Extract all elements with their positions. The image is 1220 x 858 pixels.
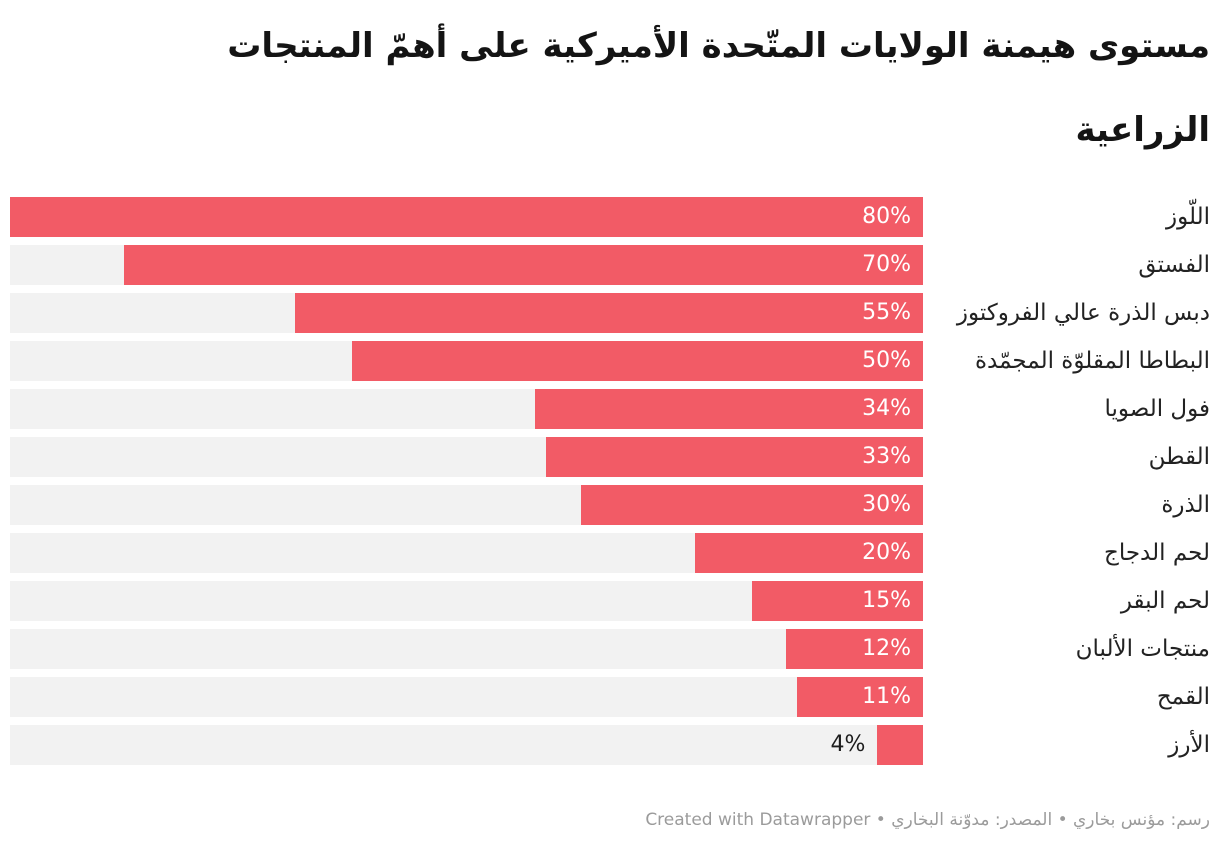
bar bbox=[546, 437, 923, 477]
category-label: الفستق bbox=[1138, 252, 1210, 278]
bar bbox=[352, 341, 923, 381]
value-label: 50% bbox=[862, 348, 911, 373]
bar-track: 70% bbox=[10, 245, 923, 285]
category-label: القطن bbox=[1148, 444, 1210, 470]
bar-track: 34% bbox=[10, 389, 923, 429]
bar bbox=[694, 533, 923, 573]
category-label: اللّوز bbox=[1165, 204, 1210, 230]
bar-row: لحم الدجاج 20% bbox=[10, 533, 1210, 573]
chart-title: مستوى هيمنة الولايات المتّحدة الأميركية … bbox=[10, 4, 1210, 172]
value-label: 34% bbox=[862, 396, 911, 421]
category-label: منتجات الألبان bbox=[1075, 636, 1210, 662]
bar-row: القطن 33% bbox=[10, 437, 1210, 477]
bar-track: 50% bbox=[10, 341, 923, 381]
bar-track: 20% bbox=[10, 533, 923, 573]
category-label: البطاطا المقلوّة المجمّدة bbox=[975, 348, 1210, 374]
bar bbox=[580, 485, 923, 525]
bar-row: الأرز 4% bbox=[10, 725, 1210, 765]
bar-track: 55% bbox=[10, 293, 923, 333]
bar bbox=[124, 245, 923, 285]
bar-row: فول الصويا 34% bbox=[10, 389, 1210, 429]
bar bbox=[797, 677, 923, 717]
category-label: لحم الدجاج bbox=[1103, 540, 1210, 566]
bar-track: 11% bbox=[10, 677, 923, 717]
chart-title-line-1: مستوى هيمنة الولايات المتّحدة الأميركية … bbox=[227, 26, 1210, 66]
value-label: 55% bbox=[862, 300, 911, 325]
bar-row: القمح 11% bbox=[10, 677, 1210, 717]
bar bbox=[295, 293, 923, 333]
category-label: الأرز bbox=[1168, 732, 1210, 758]
value-label: 15% bbox=[862, 588, 911, 613]
category-label: الذرة bbox=[1161, 492, 1210, 518]
value-label: 30% bbox=[862, 492, 911, 517]
category-label: فول الصويا bbox=[1104, 396, 1210, 422]
bar-row: لحم البقر 15% bbox=[10, 581, 1210, 621]
category-label: دبس الذرة عالي الفروكتوز bbox=[956, 300, 1210, 326]
chart-footer: رسم: مؤنس بخاري • المصدر: مدوّنة البخاري… bbox=[645, 810, 1210, 830]
bar-track: 80% bbox=[10, 197, 923, 237]
value-label: 20% bbox=[862, 540, 911, 565]
bar-track: 4% bbox=[10, 725, 923, 765]
bar-row: الذرة 30% bbox=[10, 485, 1210, 525]
value-label: 70% bbox=[862, 252, 911, 277]
bar-rows: اللّوز 80% الفستق 70% دبس الذرة عالي الفروكت… bbox=[10, 197, 1210, 765]
bar bbox=[751, 581, 923, 621]
bar-track: 30% bbox=[10, 485, 923, 525]
bar bbox=[877, 725, 923, 765]
bar bbox=[534, 389, 923, 429]
value-label: 11% bbox=[862, 684, 911, 709]
bar-row: الفستق 70% bbox=[10, 245, 1210, 285]
bar-row: اللّوز 80% bbox=[10, 197, 1210, 237]
value-label: 33% bbox=[862, 444, 911, 469]
bar-track: 15% bbox=[10, 581, 923, 621]
bar-row: منتجات الألبان 12% bbox=[10, 629, 1210, 669]
bar-row: دبس الذرة عالي الفروكتوز 55% bbox=[10, 293, 1210, 333]
bar-track: 33% bbox=[10, 437, 923, 477]
bar-row: البطاطا المقلوّة المجمّدة 50% bbox=[10, 341, 1210, 381]
category-label: لحم البقر bbox=[1120, 588, 1210, 614]
value-label: 80% bbox=[862, 204, 911, 229]
value-label: 12% bbox=[862, 636, 911, 661]
bar bbox=[786, 629, 923, 669]
value-label: 4% bbox=[830, 732, 866, 757]
bar bbox=[10, 197, 923, 237]
chart-title-line-2: الزراعية bbox=[1075, 110, 1210, 150]
category-label: القمح bbox=[1156, 684, 1210, 710]
bar-track: 12% bbox=[10, 629, 923, 669]
